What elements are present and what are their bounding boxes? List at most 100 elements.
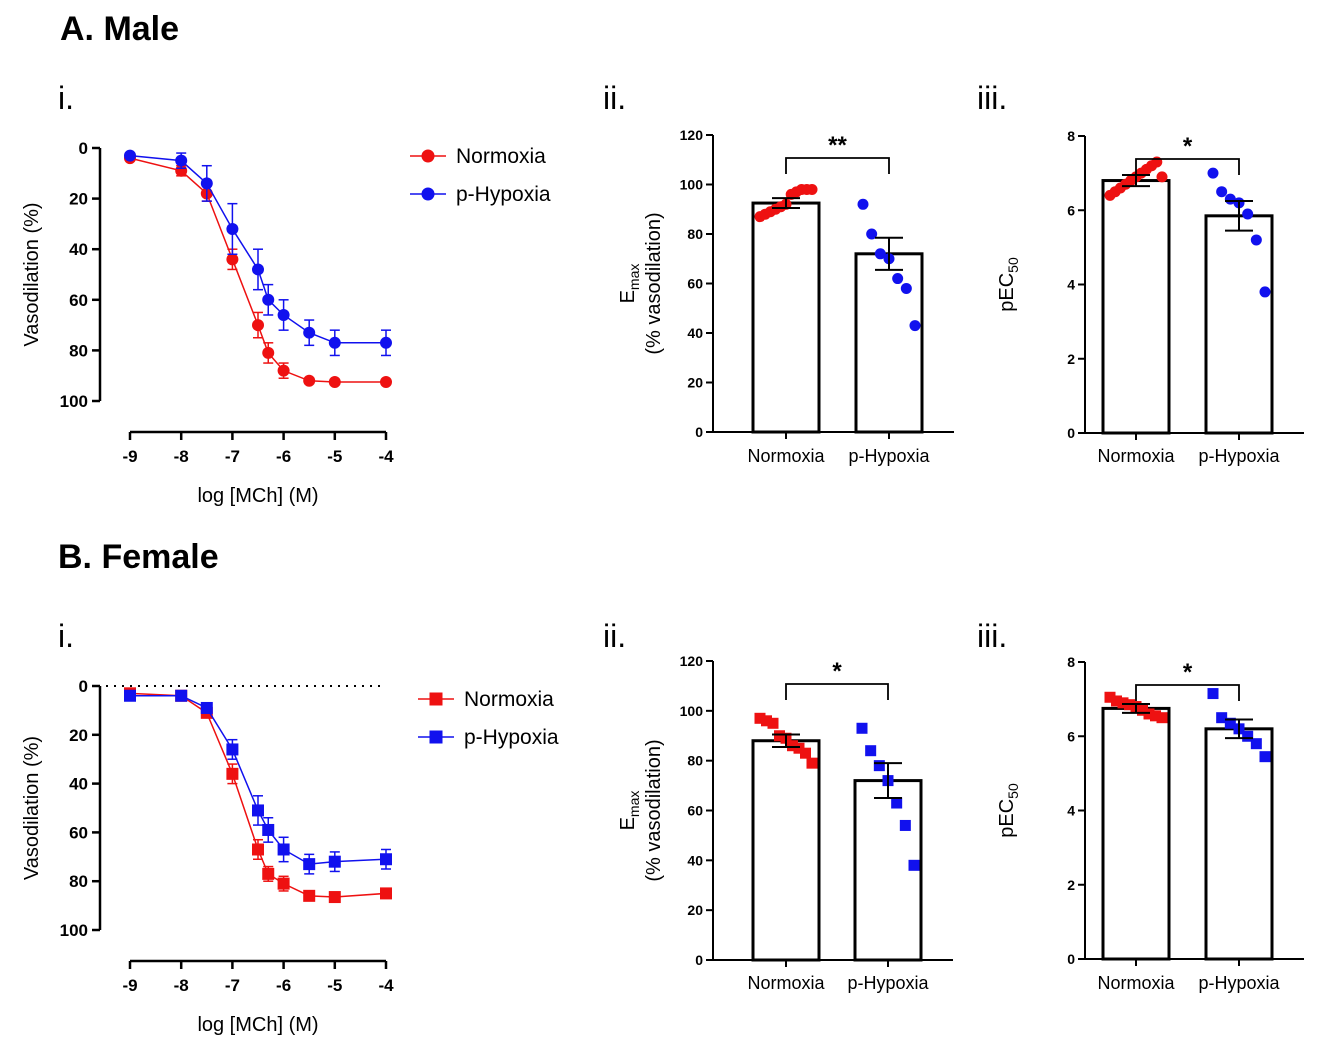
male-pec50-chart: 0 2 4 6 8 Normoxia p-Hypoxia * pEC50: [996, 128, 1304, 466]
y-tick-label: 0: [79, 139, 88, 158]
series-p-hypoxia: [124, 689, 392, 875]
female-emax-chart: 0 20 40 60 80 100 120 Normoxia p-Hypoxia * Emax (% …: [617, 653, 953, 993]
y-tick-label: 4: [1067, 803, 1075, 819]
individual-point: [793, 742, 805, 754]
legend-label: p-Hypoxia: [456, 183, 551, 206]
data-point: [252, 263, 264, 276]
x-axis-title: log [MCh] (M): [197, 485, 318, 507]
y-tick-label: 40: [687, 325, 703, 341]
y-tick-label: 60: [69, 823, 88, 842]
data-point: [277, 877, 290, 890]
individual-point: [1216, 712, 1228, 724]
bar: [751, 739, 821, 962]
male-curve-chart: 0 20 40 60 80 100 -9 -8 -7 -6 -5 -4 log [MCh] (M) Vas…: [21, 139, 551, 507]
y-tick-label: 100: [680, 703, 704, 719]
significance-bracket: [785, 683, 889, 700]
y-axis-title: Emax: [617, 791, 642, 831]
individual-point: [1117, 697, 1129, 709]
y-axis-title: Vasodilation (%): [21, 736, 43, 880]
data-point: [328, 855, 341, 868]
y-tick-label: 100: [680, 177, 704, 193]
data-point: [262, 293, 275, 306]
x-tick-label: -7: [225, 447, 240, 466]
x-tick-label: -4: [378, 447, 394, 466]
individual-point: [1242, 730, 1254, 742]
y-tick-label: 6: [1067, 202, 1075, 218]
significance-bracket: [1135, 158, 1240, 175]
data-point: [328, 891, 341, 904]
y-tick-label: 120: [680, 653, 704, 669]
individual-point: [908, 859, 920, 871]
individual-point: [761, 715, 772, 727]
y-tick-label: 120: [680, 127, 704, 143]
bar: [1101, 706, 1171, 961]
panel-label-female-iii: iii.: [977, 618, 1008, 654]
female-pec50-chart: 0 2 4 6 8 Normoxia p-Hypoxia * pEC50: [996, 654, 1304, 993]
x-tick-label: -4: [378, 976, 394, 995]
individual-point: [856, 722, 868, 734]
y-tick-label: 20: [687, 902, 703, 918]
individual-point: [1207, 688, 1219, 700]
y-axis-title: pEC50: [996, 257, 1021, 312]
individual-point: [800, 747, 811, 759]
individual-point: [1250, 234, 1262, 246]
individual-point: [1156, 712, 1168, 724]
individual-point: [806, 183, 818, 195]
individual-point: [1156, 171, 1168, 183]
data-point: [226, 222, 239, 235]
y-tick-label: 80: [687, 753, 703, 769]
category-label: p-Hypoxia: [848, 446, 930, 466]
section-title-female: B. Female: [58, 538, 219, 576]
y-tick-label: 2: [1067, 877, 1075, 893]
data-point: [262, 823, 275, 836]
y-axis-title: Emax: [617, 264, 642, 304]
data-point: [277, 308, 290, 321]
y-tick-label: 0: [79, 677, 88, 696]
data-point: [303, 326, 316, 339]
section-title-male: A. Male: [60, 10, 180, 48]
female-curve-chart: 0 20 40 60 80 100 -9 -8 -7 -6 -5 -4 log [MCh] (M) Vas…: [21, 677, 559, 1036]
individual-point: [891, 797, 903, 809]
individual-point: [857, 198, 869, 210]
individual-point: [1259, 751, 1271, 763]
y-tick-label: 40: [687, 852, 703, 868]
data-point: [277, 364, 290, 377]
y-tick-label: 60: [687, 276, 703, 292]
data-point: [175, 689, 188, 702]
data-point: [303, 858, 316, 871]
x-tick-label: -9: [122, 976, 137, 995]
legend-marker: [421, 187, 435, 201]
legend-label: Normoxia: [456, 145, 546, 168]
y-tick-label: 2: [1067, 351, 1075, 367]
data-point: [277, 843, 290, 856]
series-line: [129, 154, 386, 344]
y-tick-label: 40: [69, 240, 88, 259]
y-tick-label: 4: [1067, 277, 1075, 293]
y-axis-title: Vasodilation (%): [21, 202, 43, 346]
individual-point: [1207, 167, 1219, 179]
panel-label-male-ii: ii.: [603, 80, 627, 116]
legend-marker: [429, 692, 443, 706]
individual-point: [1104, 691, 1116, 703]
data-point: [252, 843, 264, 856]
y-tick-label: 40: [69, 775, 88, 794]
bar: [1101, 179, 1171, 435]
data-point: [328, 376, 341, 389]
individual-point: [1137, 704, 1148, 716]
data-point: [303, 374, 316, 387]
series-line: [130, 695, 387, 865]
individual-point: [1250, 738, 1262, 750]
y-tick-label: 0: [1067, 425, 1075, 441]
x-tick-label: -7: [225, 976, 240, 995]
x-tick-label: -5: [327, 976, 342, 995]
data-point: [262, 867, 275, 880]
x-axis-title: log [MCh] (M): [197, 1014, 318, 1036]
series-p-hypoxia: [124, 149, 392, 357]
individual-point: [1216, 186, 1228, 198]
individual-point: [865, 745, 877, 757]
x-tick-label: -8: [174, 976, 189, 995]
data-point: [200, 701, 213, 714]
y-tick-label: 100: [60, 921, 88, 940]
category-label: Normoxia: [747, 446, 825, 466]
